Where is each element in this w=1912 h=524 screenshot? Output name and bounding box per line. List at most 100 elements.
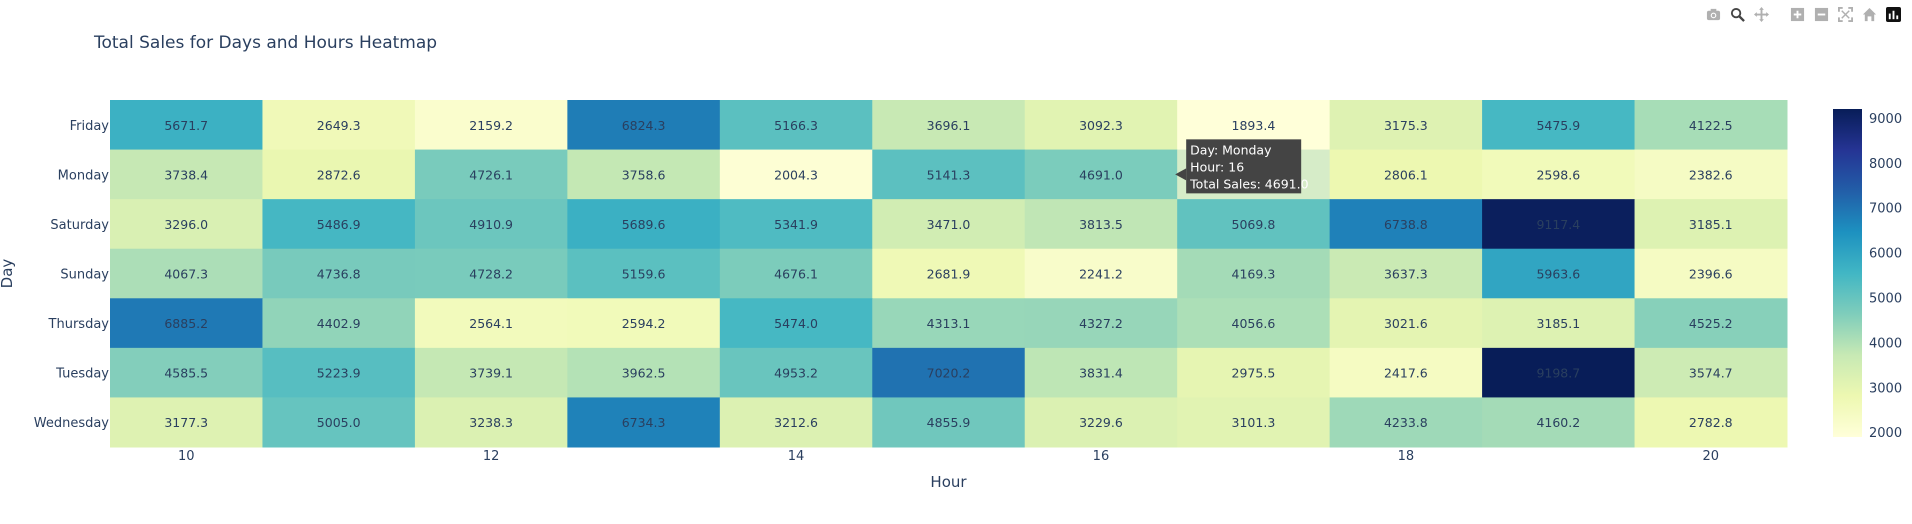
heatmap-cell-tuesday-15[interactable] [872, 347, 1026, 398]
heatmap-cell-friday-11[interactable] [262, 100, 416, 151]
colorbar-tick-label: 8000 [1869, 157, 1902, 172]
heatmap-cell-wednesday-15[interactable] [872, 397, 1026, 448]
heatmap-cell-thursday-12[interactable] [414, 298, 568, 349]
cell-value-label: 4122.5 [1689, 118, 1733, 133]
heatmap-cell-saturday-18[interactable] [1329, 199, 1483, 250]
heatmap-cell-thursday-15[interactable] [872, 298, 1026, 349]
heatmap-cell-sunday-17[interactable] [1177, 248, 1331, 299]
heatmap-cell-sunday-20[interactable] [1634, 248, 1788, 299]
heatmap-cell-saturday-13[interactable] [567, 199, 721, 250]
heatmap-cell-saturday-20[interactable] [1634, 199, 1788, 250]
heatmap-cell-thursday-16[interactable] [1024, 298, 1178, 349]
camera-icon[interactable] [1704, 5, 1722, 23]
cell-value-label: 3021.6 [1384, 316, 1428, 331]
cell-value-label: 6885.2 [164, 316, 208, 331]
reset-axes-icon[interactable] [1860, 5, 1878, 23]
heatmap-cell-monday-11[interactable] [262, 149, 416, 200]
heatmap-cell-friday-15[interactable] [872, 100, 1026, 151]
heatmap-cell-thursday-14[interactable] [719, 298, 873, 349]
heatmap-cell-friday-13[interactable] [567, 100, 721, 151]
plotly-logo-icon[interactable] [1884, 5, 1902, 23]
heatmap-cell-saturday-17[interactable] [1177, 199, 1331, 250]
heatmap-cell-saturday-12[interactable] [414, 199, 568, 250]
heatmap-cell-tuesday-19[interactable] [1482, 347, 1636, 398]
heatmap-cell-friday-12[interactable] [414, 100, 568, 151]
heatmap-cell-monday-14[interactable] [719, 149, 873, 200]
heatmap-cell-monday-15[interactable] [872, 149, 1026, 200]
heatmap-cell-friday-19[interactable] [1482, 100, 1636, 151]
cell-value-label: 3758.6 [622, 167, 666, 182]
heatmap-cell-wednesday-18[interactable] [1329, 397, 1483, 448]
heatmap-cell-wednesday-10[interactable] [110, 397, 263, 448]
heatmap-cell-monday-12[interactable] [414, 149, 568, 200]
heatmap-cell-sunday-19[interactable] [1482, 248, 1636, 299]
heatmap-cell-tuesday-20[interactable] [1634, 347, 1788, 398]
heatmap-cell-tuesday-18[interactable] [1329, 347, 1483, 398]
heatmap-cell-saturday-19[interactable] [1482, 199, 1636, 250]
cell-value-label: 5141.3 [927, 167, 971, 182]
zoom-icon[interactable] [1728, 5, 1746, 23]
heatmap-cell-sunday-13[interactable] [567, 248, 721, 299]
heatmap-cell-sunday-11[interactable] [262, 248, 416, 299]
heatmap-cell-wednesday-16[interactable] [1024, 397, 1178, 448]
heatmap-cell-tuesday-16[interactable] [1024, 347, 1178, 398]
heatmap-cell-thursday-11[interactable] [262, 298, 416, 349]
heatmap-cell-monday-10[interactable] [110, 149, 263, 200]
heatmap-cell-wednesday-13[interactable] [567, 397, 721, 448]
heatmap-cell-wednesday-17[interactable] [1177, 397, 1331, 448]
heatmap-cell-sunday-15[interactable] [872, 248, 1026, 299]
heatmap-cell-friday-16[interactable] [1024, 100, 1178, 151]
heatmap-cell-friday-10[interactable] [110, 100, 263, 151]
heatmap-cell-monday-16[interactable] [1024, 149, 1178, 200]
heatmap-cell-tuesday-10[interactable] [110, 347, 263, 398]
cell-value-label: 3738.4 [164, 167, 208, 182]
cell-value-label: 4067.3 [164, 267, 208, 282]
cell-value-label: 1893.4 [1232, 118, 1276, 133]
zoom-in-icon[interactable] [1788, 5, 1806, 23]
heatmap-cell-thursday-17[interactable] [1177, 298, 1331, 349]
cell-value-label: 2594.2 [622, 316, 666, 331]
heatmap-cell-wednesday-14[interactable] [719, 397, 873, 448]
pan-icon[interactable] [1752, 5, 1770, 23]
heatmap-cell-thursday-13[interactable] [567, 298, 721, 349]
heatmap-cell-wednesday-12[interactable] [414, 397, 568, 448]
heatmap-cell-wednesday-11[interactable] [262, 397, 416, 448]
colorbar-tick-label: 5000 [1869, 292, 1902, 307]
heatmap-cell-tuesday-17[interactable] [1177, 347, 1331, 398]
heatmap-cell-sunday-12[interactable] [414, 248, 568, 299]
heatmap-cell-monday-20[interactable] [1634, 149, 1788, 200]
heatmap-cell-friday-20[interactable] [1634, 100, 1788, 151]
heatmap-cell-saturday-15[interactable] [872, 199, 1026, 250]
heatmap-cell-friday-14[interactable] [719, 100, 873, 151]
heatmap-cell-wednesday-20[interactable] [1634, 397, 1788, 448]
heatmap-cell-monday-13[interactable] [567, 149, 721, 200]
cell-value-label: 3212.6 [774, 415, 818, 430]
heatmap-cell-sunday-18[interactable] [1329, 248, 1483, 299]
heatmap-cell-sunday-10[interactable] [110, 248, 263, 299]
cell-value-label: 4402.9 [317, 316, 361, 331]
heatmap-cell-sunday-16[interactable] [1024, 248, 1178, 299]
heatmap-cell-thursday-19[interactable] [1482, 298, 1636, 349]
heatmap-cell-thursday-18[interactable] [1329, 298, 1483, 349]
heatmap-cell-friday-18[interactable] [1329, 100, 1483, 151]
heatmap-cell-tuesday-11[interactable] [262, 347, 416, 398]
heatmap-cell-tuesday-14[interactable] [719, 347, 873, 398]
heatmap-cell-thursday-20[interactable] [1634, 298, 1788, 349]
heatmap-cell-monday-19[interactable] [1482, 149, 1636, 200]
heatmap-cell-tuesday-13[interactable] [567, 347, 721, 398]
heatmap-cell-saturday-16[interactable] [1024, 199, 1178, 250]
heatmap-cell-wednesday-19[interactable] [1482, 397, 1636, 448]
autoscale-icon[interactable] [1836, 5, 1854, 23]
heatmap-cell-saturday-11[interactable] [262, 199, 416, 250]
heatmap-cell-monday-18[interactable] [1329, 149, 1483, 200]
heatmap-cell-saturday-10[interactable] [110, 199, 263, 250]
cell-value-label: 3296.0 [164, 217, 208, 232]
cell-value-label: 5671.7 [164, 118, 208, 133]
heatmap-cell-sunday-14[interactable] [719, 248, 873, 299]
heatmap-cell-thursday-10[interactable] [110, 298, 263, 349]
zoom-out-icon[interactable] [1812, 5, 1830, 23]
heatmap-cell-tuesday-12[interactable] [414, 347, 568, 398]
cell-value-label: 2417.6 [1384, 366, 1428, 381]
heatmap-cell-saturday-14[interactable] [719, 199, 873, 250]
colorbar [1833, 109, 1862, 437]
